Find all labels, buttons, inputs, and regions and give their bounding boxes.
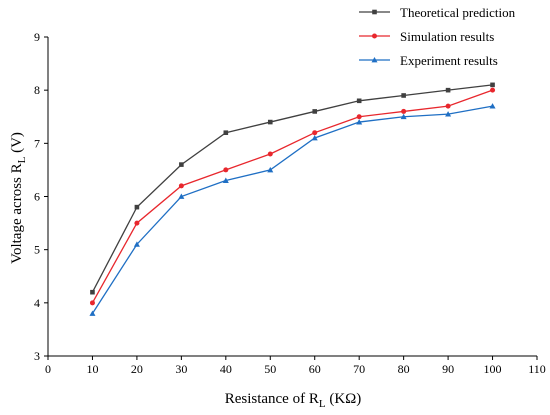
data-point [267,119,273,125]
legend-marker [372,9,377,15]
y-tick-label: 4 [34,296,40,310]
legend-marker [372,33,377,39]
series-line [91,89,493,304]
y-tick-label: 7 [34,136,40,150]
series-3 [89,103,496,316]
data-point [267,166,274,173]
series-1 [90,82,495,295]
data-point [90,289,95,295]
series-line [91,84,493,293]
data-point [311,135,318,141]
legend-item: Theoretical prediction [359,5,516,20]
legend-item: Experiment results [359,53,498,68]
data-point [133,241,140,247]
y-axis-ticks: 3 4 5 6 7 8 9 [34,30,48,363]
data-point [179,162,184,167]
data-point [267,151,273,157]
x-tick-label: 80 [398,362,410,376]
y-axis-title: Voltage across RL (V) [9,132,28,264]
data-point [445,87,451,93]
data-point [89,310,96,316]
y-tick-label: 3 [34,349,40,363]
data-point [490,87,496,93]
x-tick-label: 40 [220,362,232,376]
y-tick-label: 8 [34,83,40,97]
x-tick-label: 50 [264,362,276,376]
x-axis-title: Resistance of RL (KΩ) [225,391,362,410]
x-tick-label: 10 [86,362,98,376]
data-point [445,111,452,117]
data-point [178,193,185,199]
data-point [401,93,406,98]
data-point [356,98,362,104]
legend-label: Theoretical prediction [400,5,516,20]
data-point [401,108,407,114]
legend-marker [371,57,378,63]
data-point [489,103,496,109]
series-2 [89,87,496,306]
data-point [89,300,95,306]
data-point [134,204,140,210]
data-point [222,177,229,183]
x-tick-label: 110 [528,362,546,376]
y-tick-label: 6 [34,190,40,204]
x-tick-label: 90 [442,362,454,376]
data-point [223,167,229,173]
data-point [445,103,451,109]
legend-item: Simulation results [359,29,494,44]
legend-label: Simulation results [400,29,494,44]
x-tick-label: 100 [484,362,502,376]
legend: Theoretical prediction Simulation results… [359,5,516,68]
x-tick-label: 30 [175,362,187,376]
data-point [312,109,318,114]
series-line [91,105,493,314]
x-tick-label: 60 [309,362,321,376]
x-tick-label: 20 [131,362,143,376]
x-tick-label: 70 [353,362,365,376]
y-tick-label: 5 [34,243,40,257]
y-tick-label: 9 [34,30,40,44]
data-point [312,130,318,136]
data-point [490,82,495,88]
series-layer [89,82,496,316]
x-axis-ticks: 0 10 20 30 40 50 60 70 80 90 100 110 [45,356,546,376]
data-point [356,119,363,125]
data-point [223,130,229,135]
axes [47,37,537,357]
data-point [178,183,184,189]
x-tick-label: 0 [45,362,51,376]
data-point [400,113,407,120]
data-point [134,220,140,226]
data-point [356,114,362,120]
legend-label: Experiment results [400,53,498,68]
